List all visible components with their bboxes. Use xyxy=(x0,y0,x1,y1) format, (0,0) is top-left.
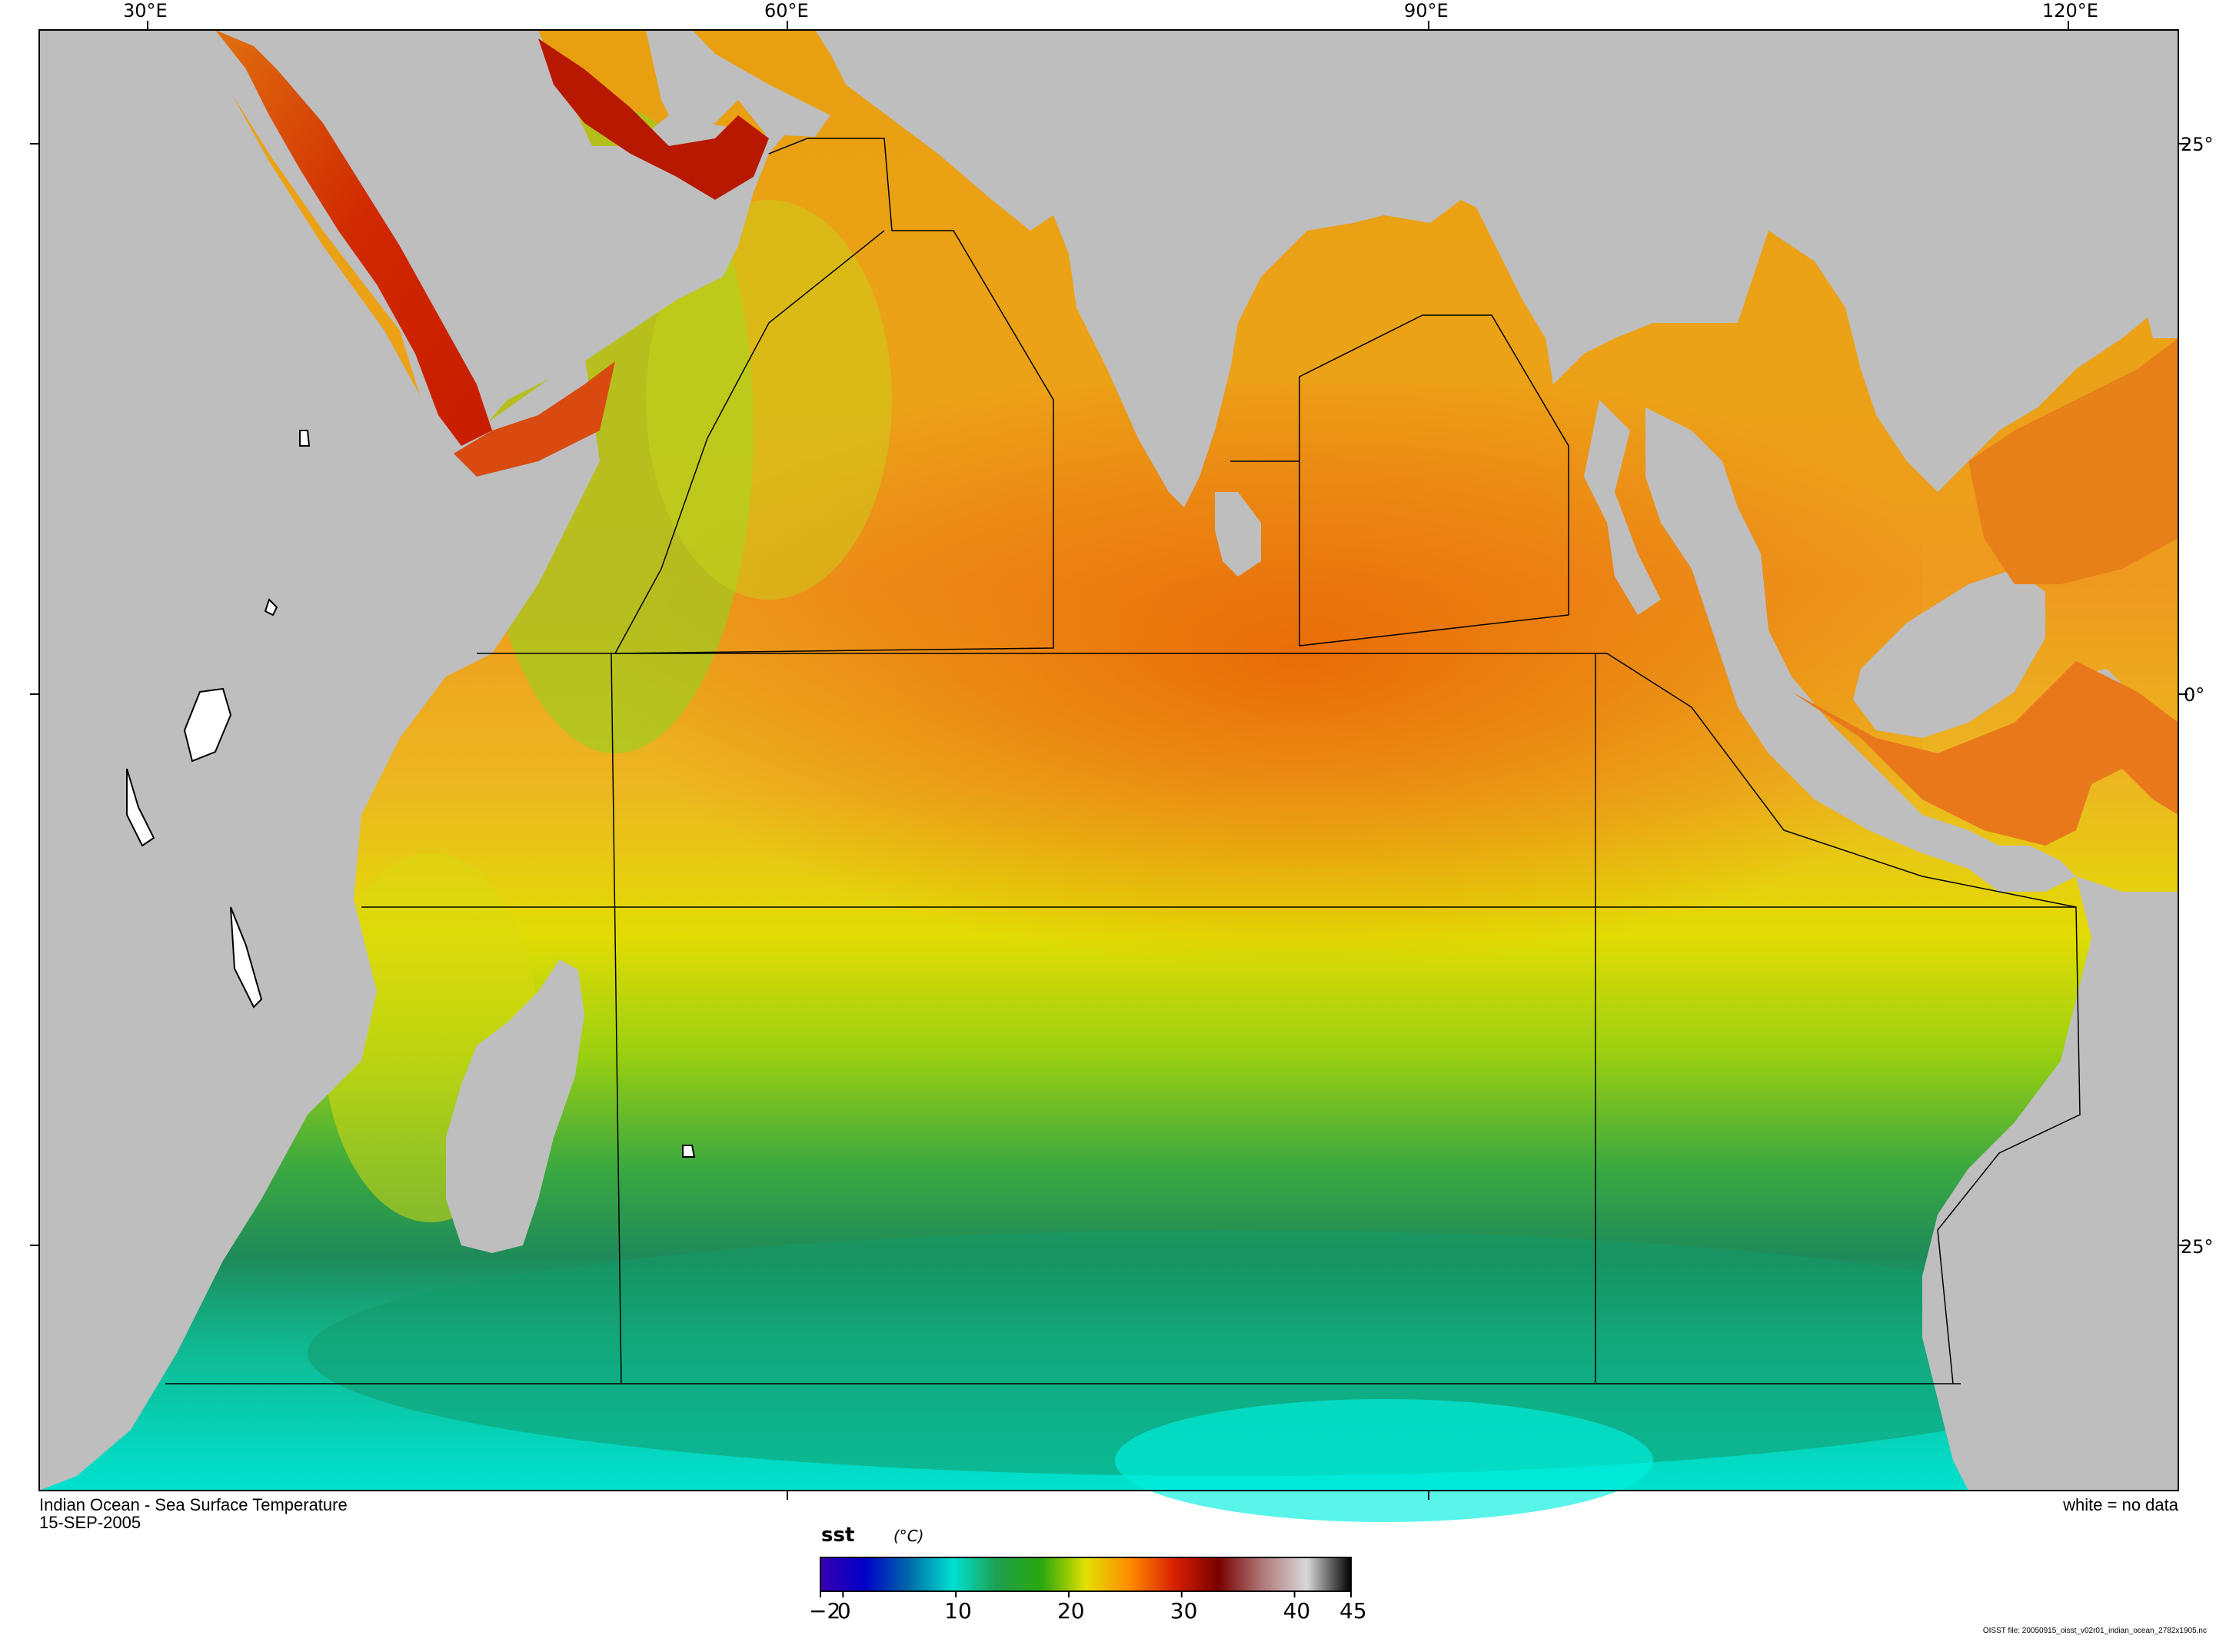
east-region-edge xyxy=(1606,653,2081,1384)
lon-label-30e: 30°E xyxy=(123,0,168,22)
lon-label-120e: 120°E xyxy=(2042,0,2098,22)
arabian-sea-cool-tongue xyxy=(646,200,892,600)
colorbar-tick-label: 0 xyxy=(837,1598,851,1624)
colorbar-tick-label: 20 xyxy=(1056,1598,1085,1624)
island-small-3 xyxy=(264,598,278,617)
comoros-island xyxy=(126,768,155,847)
africa-arabia-land xyxy=(39,30,830,461)
gulf-of-aden xyxy=(454,361,615,477)
cyan-patch xyxy=(1115,1399,1653,1522)
region-boundaries xyxy=(165,138,2081,1384)
philippines-islands xyxy=(2091,131,2178,338)
no-data-note: white = no data xyxy=(2063,1495,2178,1514)
indonesian-seas xyxy=(1792,661,2178,846)
lon-label-60e: 60°E xyxy=(764,0,809,22)
no-data-islands xyxy=(126,430,696,1158)
persian-gulf xyxy=(538,38,769,200)
west-region-divider xyxy=(611,653,622,1384)
file-note: OISST file: 20050915_oisst_v02r01_indian… xyxy=(1982,1627,2207,1635)
arabian-sea-region-line xyxy=(614,138,1054,654)
lat-label-25s: 25° xyxy=(2181,1236,2214,1258)
southeast-asia xyxy=(1584,400,2076,892)
seychelles-island xyxy=(183,687,232,763)
colorbar xyxy=(820,1557,1352,1597)
figure-date: 15-SEP-2005 xyxy=(39,1513,141,1532)
sri-lanka xyxy=(1215,492,1261,577)
southern-cold-band xyxy=(308,1230,2153,1476)
bay-of-bengal-region-line xyxy=(1230,314,1569,647)
lat-label-25n: 25° xyxy=(2181,134,2214,155)
borneo xyxy=(1853,569,2045,738)
map-border xyxy=(38,29,2179,1491)
figure-title: Indian Ocean - Sea Surface Temperature xyxy=(39,1495,348,1514)
colorbar-variable: sst xyxy=(821,1524,855,1547)
colorbar-tick-label: 45 xyxy=(1339,1598,1367,1624)
south-china-sea xyxy=(1968,338,2178,584)
colorbar-tick-label: 30 xyxy=(1170,1598,1198,1624)
madagascar xyxy=(446,959,584,1253)
indochina xyxy=(1768,30,2178,492)
colorbar-units: (°C) xyxy=(893,1527,924,1545)
land-masses xyxy=(39,30,2178,1491)
island-small-1 xyxy=(299,430,311,447)
colorbar-tick-label: 10 xyxy=(944,1598,972,1624)
east-africa-coast xyxy=(39,30,600,1491)
lat-label-0: 0° xyxy=(2184,684,2205,706)
island-small-2 xyxy=(682,1145,696,1158)
lon-label-90e: 90°E xyxy=(1404,0,1449,22)
colorbar-ticks xyxy=(820,1591,1352,1597)
india xyxy=(815,30,2178,507)
red-sea xyxy=(215,30,492,446)
australia xyxy=(1922,876,2178,1491)
colorbar-tick-label: −2 xyxy=(809,1598,841,1624)
colorbar-tick-label: 40 xyxy=(1283,1598,1311,1624)
mascarene-island xyxy=(230,906,263,1009)
axis-ticks xyxy=(30,21,2188,1500)
colorbar-gradient xyxy=(820,1557,1352,1592)
